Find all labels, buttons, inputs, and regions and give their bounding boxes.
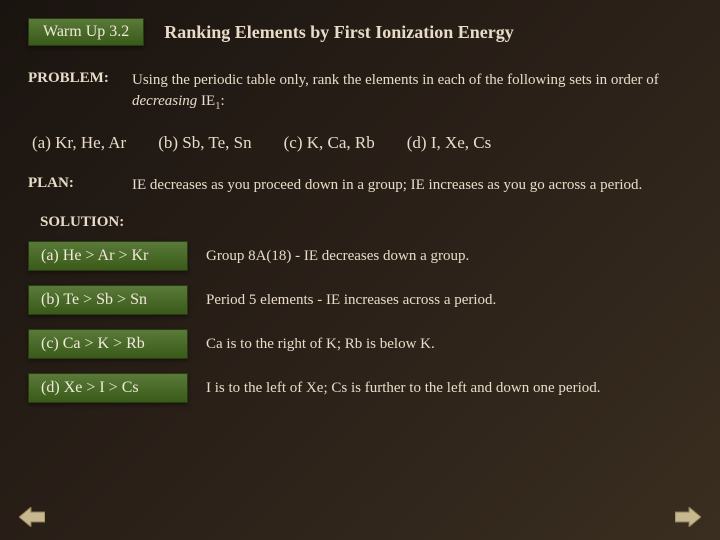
problem-text-end: : <box>220 93 224 109</box>
solution-badge-d: (d) Xe > I > Cs <box>28 373 188 403</box>
solution-badge-a: (a) He > Ar > Kr <box>28 241 188 271</box>
solution-text-b: Period 5 elements - IE increases across … <box>206 290 496 310</box>
plan-text: IE decreases as you proceed down in a gr… <box>132 175 642 196</box>
solution-text-a: Group 8A(18) - IE decreases down a group… <box>206 246 469 266</box>
options-row: (a) Kr, He, Ar (b) Sb, Te, Sn (c) K, Ca,… <box>32 133 692 153</box>
problem-text-after: IE <box>197 93 215 109</box>
header-row: Warm Up 3.2 Ranking Elements by First Io… <box>28 18 692 46</box>
problem-text: Using the periodic table only, rank the … <box>132 70 692 115</box>
problem-label: PROBLEM: <box>28 70 120 115</box>
option-a: (a) Kr, He, Ar <box>32 133 126 153</box>
solution-badge-b: (b) Te > Sb > Sn <box>28 285 188 315</box>
solution-text-c: Ca is to the right of K; Rb is below K. <box>206 334 435 354</box>
prev-arrow[interactable] <box>18 506 46 528</box>
problem-text-before: Using the periodic table only, rank the … <box>132 72 659 88</box>
solution-text-d: I is to the left of Xe; Cs is further to… <box>206 378 601 398</box>
problem-text-italic: decreasing <box>132 93 197 109</box>
solution-row-d: (d) Xe > I > Cs I is to the left of Xe; … <box>28 373 692 403</box>
solution-badge-c: (c) Ca > K > Rb <box>28 329 188 359</box>
plan-label: PLAN: <box>28 175 120 196</box>
next-arrow[interactable] <box>674 506 702 528</box>
solution-label: SOLUTION: <box>40 214 692 231</box>
option-d: (d) I, Xe, Cs <box>407 133 492 153</box>
solution-row-c: (c) Ca > K > Rb Ca is to the right of K;… <box>28 329 692 359</box>
option-b: (b) Sb, Te, Sn <box>158 133 251 153</box>
left-arrow-icon <box>19 507 45 527</box>
option-c: (c) K, Ca, Rb <box>284 133 375 153</box>
problem-section: PROBLEM: Using the periodic table only, … <box>28 70 692 115</box>
warmup-badge: Warm Up 3.2 <box>28 18 144 46</box>
right-arrow-icon <box>675 507 701 527</box>
slide-title: Ranking Elements by First Ionization Ene… <box>164 22 514 43</box>
solution-row-b: (b) Te > Sb > Sn Period 5 elements - IE … <box>28 285 692 315</box>
plan-section: PLAN: IE decreases as you proceed down i… <box>28 175 692 196</box>
solution-row-a: (a) He > Ar > Kr Group 8A(18) - IE decre… <box>28 241 692 271</box>
